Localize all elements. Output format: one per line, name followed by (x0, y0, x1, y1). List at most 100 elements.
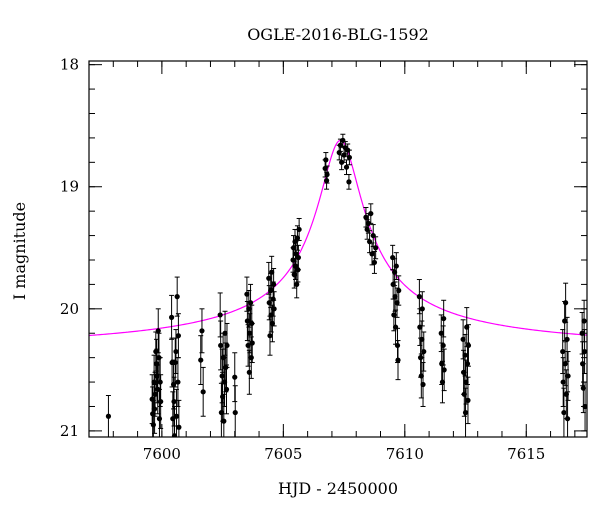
point-marker (221, 418, 227, 424)
point-marker (293, 251, 299, 257)
point-marker (244, 291, 250, 297)
x-tick-label: 7600 (143, 445, 181, 463)
point-marker (419, 306, 425, 312)
x-axis-label: HJD - 2450000 (278, 479, 398, 498)
data-point (465, 324, 472, 367)
point-marker (232, 374, 238, 380)
data-point (249, 322, 255, 364)
point-marker (174, 294, 180, 300)
point-marker (565, 373, 571, 379)
data-point (561, 387, 567, 437)
point-marker (199, 328, 205, 334)
point-marker (419, 336, 425, 342)
point-marker (562, 318, 568, 324)
data-point (296, 217, 302, 241)
y-tick-label: 19 (60, 178, 79, 196)
point-marker (155, 328, 161, 334)
point-marker (343, 164, 350, 170)
y-tick-label: 18 (60, 56, 79, 74)
point-marker (224, 342, 230, 349)
data-point (396, 275, 402, 306)
point-marker (560, 348, 566, 355)
point-marker (564, 416, 571, 422)
point-marker (247, 330, 253, 336)
point-marker (462, 352, 468, 358)
point-marker (363, 214, 369, 220)
minor-ticks (88, 61, 587, 437)
point-marker (105, 413, 112, 419)
y-tick-label: 21 (60, 422, 79, 440)
data-point (346, 174, 352, 190)
data-point (419, 291, 425, 327)
data-point (373, 236, 379, 260)
data-point (295, 244, 302, 271)
data-point (294, 270, 300, 299)
point-marker (266, 275, 272, 281)
point-marker (560, 379, 566, 385)
data-point (168, 294, 175, 340)
point-marker (295, 254, 302, 261)
data-point (176, 399, 182, 437)
data-point (221, 393, 227, 437)
point-marker (248, 355, 254, 361)
data-point (175, 313, 181, 359)
point-marker (421, 348, 427, 355)
point-marker (168, 314, 175, 320)
point-marker (371, 259, 378, 266)
point-marker (440, 342, 446, 349)
point-marker (150, 411, 156, 417)
point-marker (222, 330, 228, 336)
point-marker (218, 409, 224, 416)
point-marker (246, 369, 252, 375)
point-marker (172, 359, 178, 366)
point-marker (268, 287, 274, 294)
tick-labels: 7600 7605 7610 7615 18 19 20 21 (60, 56, 545, 463)
point-marker (249, 340, 255, 346)
data-point (393, 252, 399, 281)
point-marker (323, 157, 329, 163)
point-marker (561, 409, 567, 416)
point-marker (370, 232, 376, 239)
point-marker (441, 367, 447, 373)
point-marker (271, 306, 277, 312)
data-point (200, 366, 206, 417)
y-tick-label: 20 (60, 300, 79, 318)
point-marker (173, 348, 179, 355)
point-marker (175, 379, 181, 385)
data-point (105, 394, 112, 437)
data-point (346, 149, 353, 166)
point-marker (369, 251, 375, 257)
point-marker (465, 342, 472, 349)
point-marker (296, 226, 302, 233)
point-marker (563, 300, 569, 306)
data-point (271, 291, 277, 327)
point-marker (198, 357, 204, 363)
point-marker (581, 348, 587, 355)
point-marker (232, 409, 238, 416)
point-marker (562, 361, 568, 367)
data-point (150, 386, 156, 437)
point-marker (582, 403, 587, 410)
point-marker (173, 413, 180, 419)
point-marker (346, 179, 352, 185)
major-ticks (89, 61, 587, 437)
data-point (324, 165, 330, 184)
data-point (218, 382, 224, 437)
point-marker (364, 226, 370, 233)
data-point (247, 283, 254, 322)
point-marker (171, 433, 178, 437)
data-point (224, 322, 230, 368)
point-marker (336, 149, 342, 156)
point-marker (271, 281, 277, 288)
point-marker (158, 398, 164, 405)
data-point (563, 282, 569, 323)
chart-title: OGLE-2016-BLG-1592 (247, 25, 429, 44)
point-marker (156, 416, 163, 422)
point-marker (579, 330, 585, 336)
data-point (565, 351, 571, 401)
data-point (420, 362, 426, 407)
point-marker (247, 300, 254, 306)
point-marker (465, 397, 471, 403)
point-marker (151, 379, 157, 385)
